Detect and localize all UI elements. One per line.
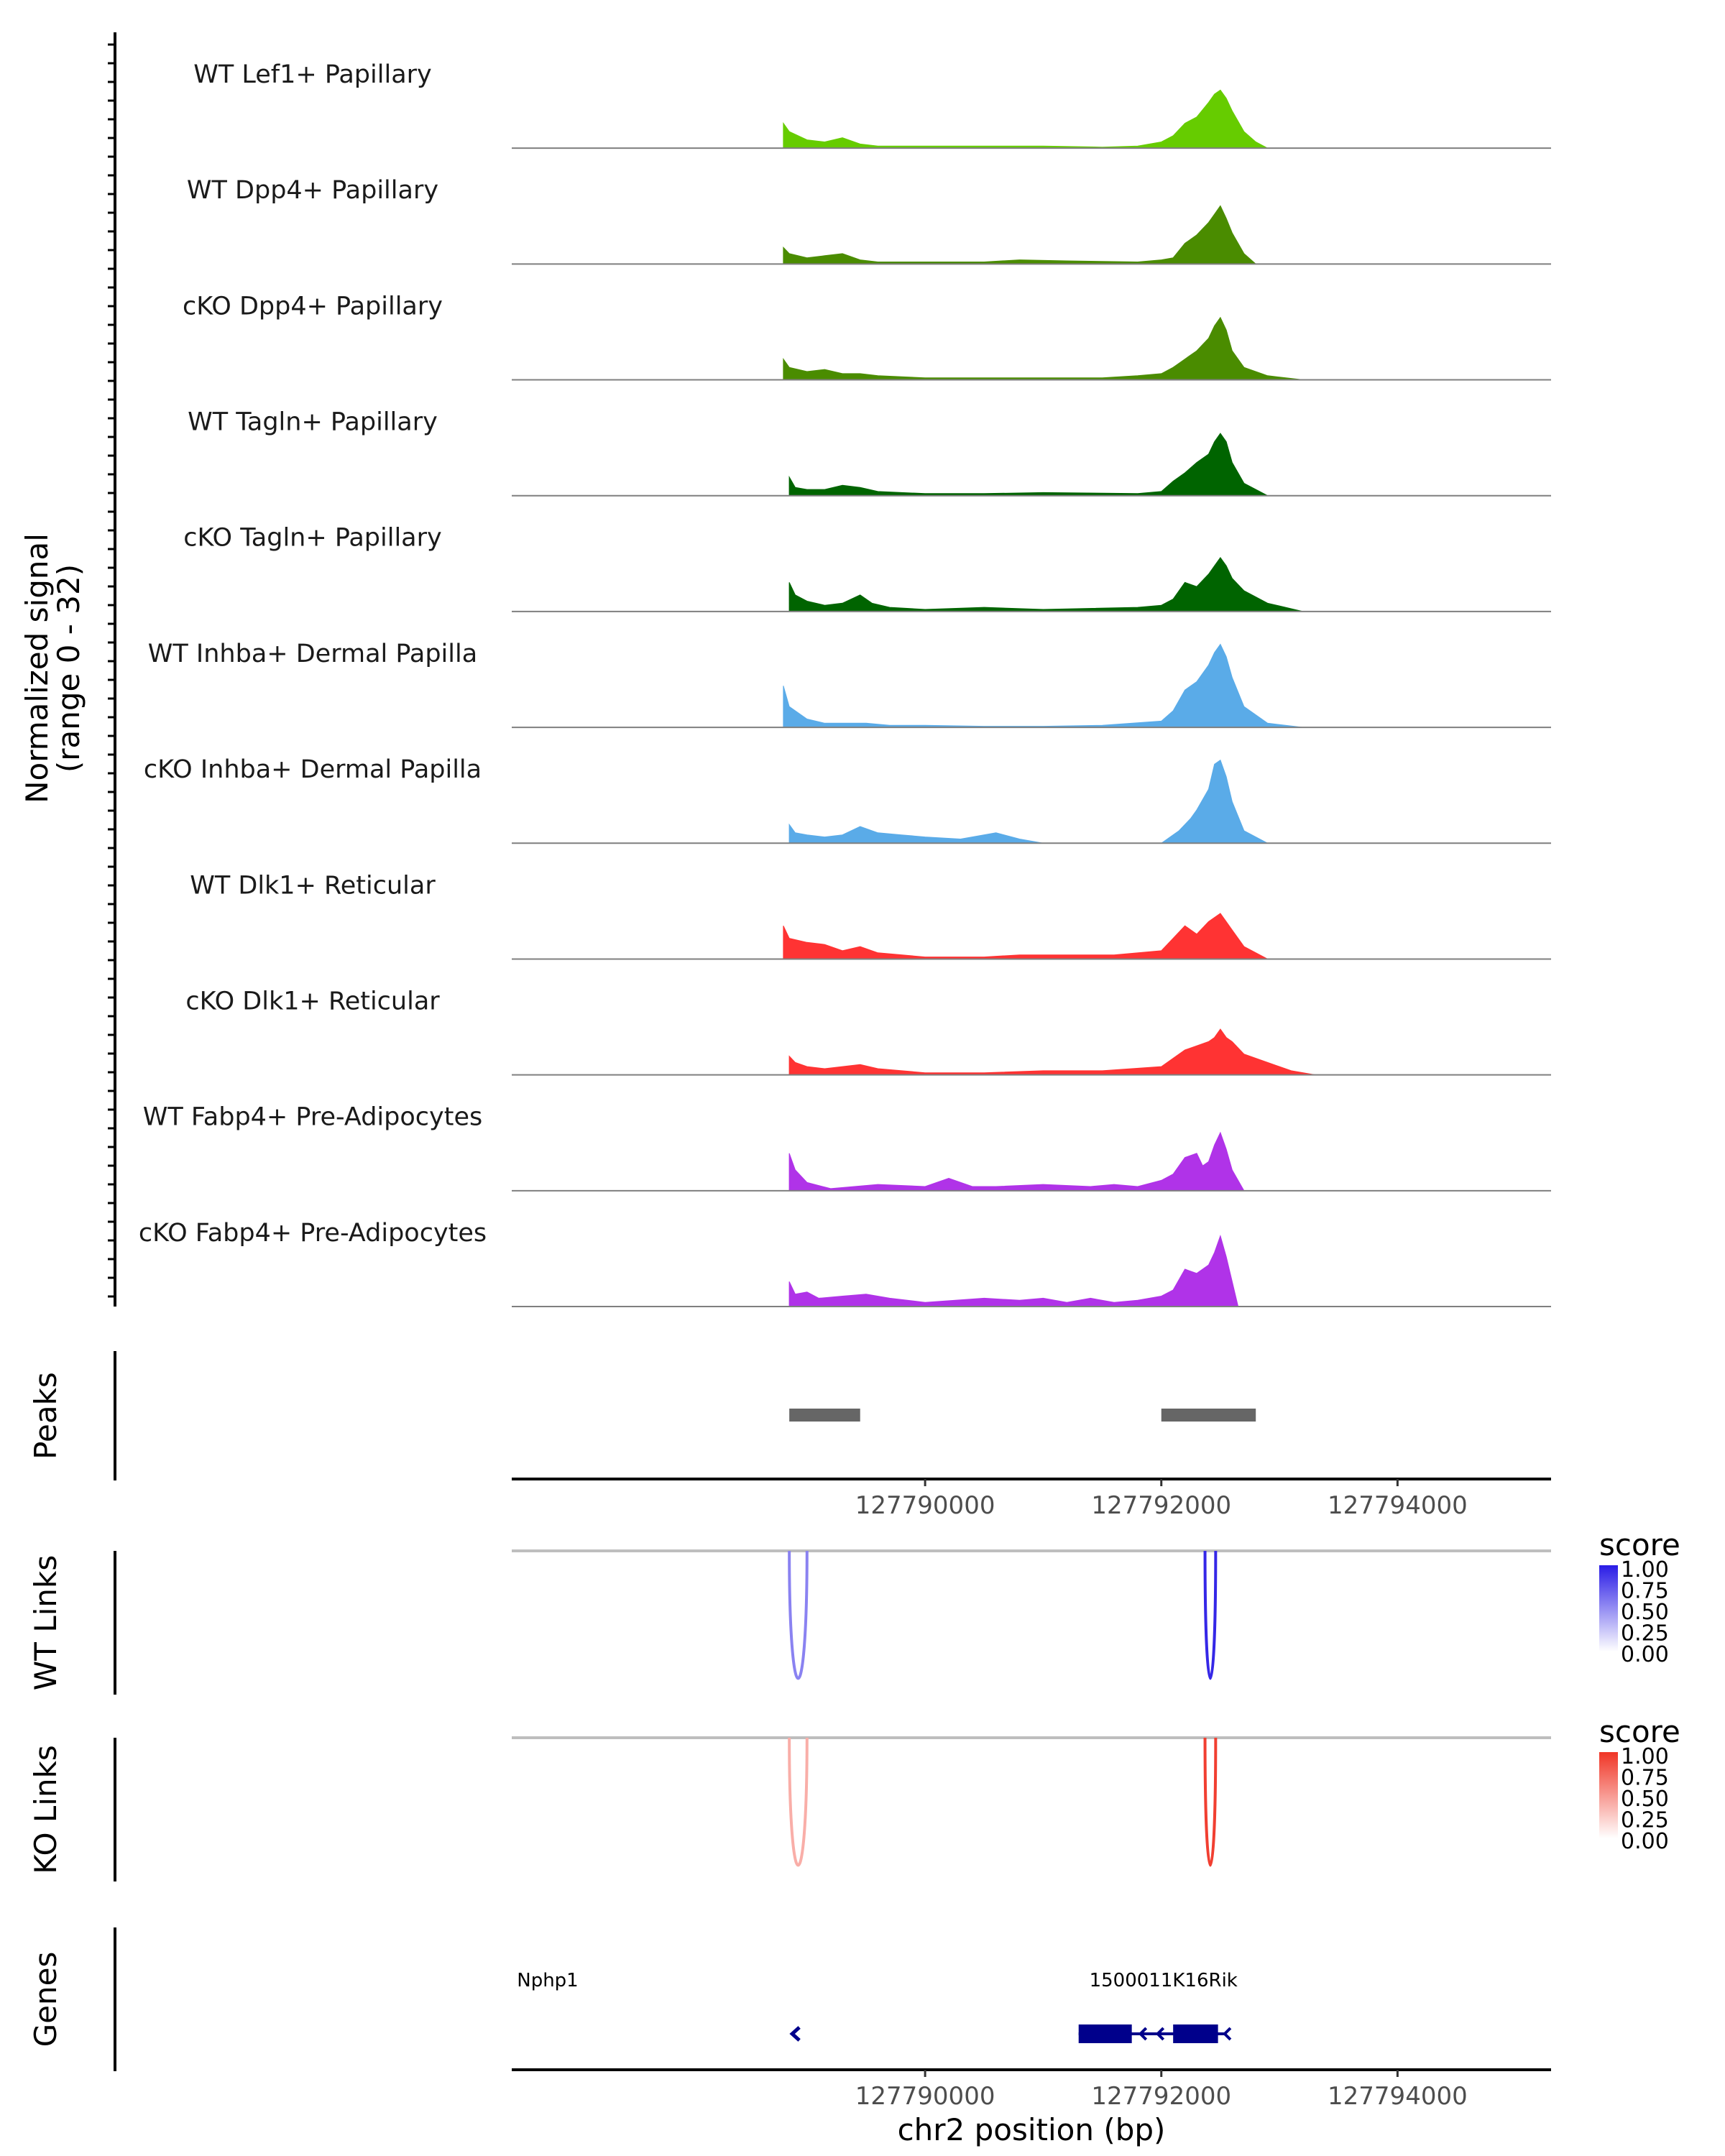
- coverage-area: [788, 556, 1304, 612]
- link-arc: [788, 1550, 809, 1680]
- coverage-track-label: WT Lef1+ Papillary: [193, 60, 432, 89]
- link-arc: [788, 1737, 809, 1867]
- coverage-track-label: cKO Tagln+ Papillary: [183, 524, 442, 553]
- coverage-track-label: WT Fabp4+ Pre-Adipocytes: [143, 1103, 482, 1132]
- coverage-area: [788, 433, 1269, 497]
- peak-bar: [1161, 1409, 1256, 1422]
- coverage-area: [788, 1131, 1245, 1192]
- x-tick-label: 127794000: [1328, 1491, 1468, 1520]
- x-tick-label: 127794000: [1328, 2082, 1468, 2111]
- y-axis-label-line2: (range 0 - 32): [51, 564, 86, 773]
- links-legend-tick-label: 0.75: [1621, 1579, 1669, 1604]
- coverage-track: WT Fabp4+ Pre-Adipocytes: [143, 1103, 1551, 1192]
- coverage-track-label: cKO Fabp4+ Pre-Adipocytes: [139, 1219, 487, 1248]
- y-axis-label-line1: Normalized signal: [19, 533, 55, 803]
- coverage-area: [788, 1028, 1315, 1076]
- genes-track: Nphp1 1500011K16Rik: [517, 1970, 1238, 2043]
- coverage-area: [783, 205, 1256, 265]
- coverage-track-label: WT Dpp4+ Papillary: [187, 176, 438, 205]
- coverage-area: [783, 643, 1304, 728]
- links-legend-tick-label: 0.75: [1621, 1766, 1669, 1791]
- gene-model: 1500011K16Rik: [1078, 1970, 1238, 2043]
- x-tick-label: 127792000: [1091, 1491, 1231, 1520]
- links-track-label: WT Links: [28, 1555, 63, 1690]
- links-legend-title: score: [1599, 1527, 1680, 1562]
- coverage-area: [783, 316, 1304, 381]
- gene-strand-arrow: [1138, 2027, 1148, 2041]
- coverage-track-label: WT Tagln+ Papillary: [188, 408, 438, 437]
- coverage-track: WT Inhba+ Dermal Papilla: [148, 640, 1551, 729]
- coverage-track: cKO Tagln+ Papillary: [183, 524, 1551, 612]
- links-legend-tick-label: 0.25: [1621, 1621, 1669, 1646]
- genes-x-axis-ticks: 127790000 127792000 127794000: [855, 2070, 1468, 2111]
- coverage-track: WT Dlk1+ Reticular: [190, 871, 1551, 960]
- coverage-track-label: WT Inhba+ Dermal Papilla: [148, 640, 477, 668]
- coverage-y-axis-title: Normalized signal (range 0 - 32): [19, 533, 86, 803]
- coverage-track: cKO Dlk1+ Reticular: [185, 987, 1551, 1076]
- links-legend-colorbar: [1599, 1565, 1618, 1651]
- coverage-tracks-panel: WT Lef1+ Papillary WT Dpp4+ Papillary cKO …: [139, 60, 1551, 1307]
- links-legend-tick-label: 1.00: [1621, 1557, 1669, 1583]
- peaks-track-label: Peaks: [28, 1372, 63, 1460]
- coverage-track-label: cKO Dpp4+ Papillary: [183, 292, 443, 321]
- gene-strand-arrow: [1223, 2027, 1232, 2041]
- coverage-track-label: cKO Dlk1+ Reticular: [185, 987, 440, 1015]
- gene-name-label: Nphp1: [517, 1970, 578, 1991]
- coverage-area: [783, 913, 1269, 960]
- coverage-track-label: WT Dlk1+ Reticular: [190, 871, 436, 900]
- coverage-area: [783, 89, 1269, 149]
- link-arc: [1203, 1550, 1218, 1680]
- links-legend-colorbar: [1599, 1752, 1618, 1838]
- coverage-area: [788, 759, 1269, 844]
- genes-track-label: Genes: [28, 1952, 63, 2047]
- links-legend-tick-label: 0.25: [1621, 1808, 1669, 1833]
- coverage-y-ticks: [108, 43, 115, 1298]
- coverage-track: cKO Dpp4+ Papillary: [183, 292, 1551, 381]
- peak-bar: [789, 1409, 860, 1422]
- links-legend-tick-label: 0.50: [1621, 1600, 1669, 1625]
- links-legend-tick-label: 1.00: [1621, 1744, 1669, 1769]
- coverage-track-label: cKO Inhba+ Dermal Papilla: [144, 755, 482, 784]
- gene-strand-arrow: [789, 2026, 801, 2042]
- x-tick-label: 127790000: [855, 1491, 995, 1520]
- link-arc: [1203, 1737, 1218, 1867]
- peaks-x-axis-ticks: 127790000 127792000 127794000: [855, 1479, 1468, 1520]
- gene-name-label: 1500011K16Rik: [1090, 1970, 1238, 1991]
- x-tick-label: 127792000: [1091, 2082, 1231, 2111]
- coverage-track: WT Dpp4+ Papillary: [187, 176, 1551, 265]
- x-axis-title: chr2 position (bp): [898, 2112, 1166, 2147]
- links-track-label: KO Links: [28, 1745, 63, 1874]
- gene-exon: [1173, 2024, 1218, 2043]
- coverage-track: cKO Inhba+ Dermal Papilla: [144, 755, 1551, 844]
- gene-model: Nphp1: [517, 1970, 801, 2042]
- links-legend-title: score: [1599, 1714, 1680, 1749]
- coverage-area: [788, 1235, 1239, 1307]
- links-legend-tick-label: 0.00: [1621, 1829, 1669, 1854]
- gene-strand-arrow: [1155, 2027, 1165, 2041]
- coverage-track: WT Tagln+ Papillary: [188, 408, 1551, 497]
- peaks-track: [789, 1409, 1256, 1422]
- coverage-track: cKO Fabp4+ Pre-Adipocytes: [139, 1219, 1551, 1307]
- links-legend-tick-label: 0.00: [1621, 1642, 1669, 1667]
- x-tick-label: 127790000: [855, 2082, 995, 2111]
- links-legend-tick-label: 0.50: [1621, 1787, 1669, 1812]
- coverage-track: WT Lef1+ Papillary: [193, 60, 1551, 149]
- gene-exon: [1078, 2024, 1132, 2043]
